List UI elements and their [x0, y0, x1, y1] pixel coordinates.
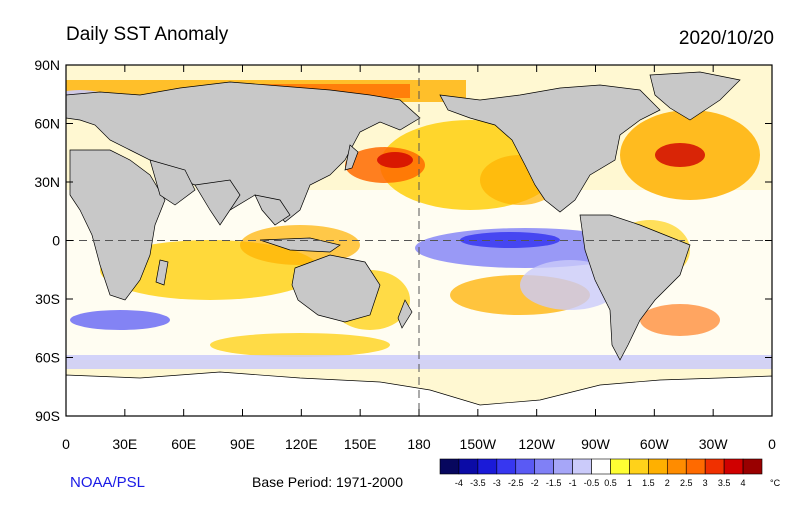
colorbar-swatch [439, 458, 460, 475]
base-period-label: Base Period: 1971-2000 [252, 474, 403, 490]
map-title: Daily SST Anomaly [66, 24, 229, 45]
colorbar-label: -0.5 [584, 478, 600, 488]
land-japan [344, 144, 359, 171]
lon-label: 0 [62, 436, 70, 452]
lon-label: 30E [112, 436, 137, 452]
land-africa [69, 149, 166, 301]
colorbar-swatch [515, 458, 536, 475]
colorbar-label: -1.5 [546, 478, 562, 488]
lat-label: 60N [34, 116, 60, 132]
colorbar-swatch [723, 458, 744, 475]
colorbar-swatch [534, 458, 554, 475]
land-arabia [149, 159, 196, 206]
longitude-axis: 0 30E 60E 90E 120E 150E 180 150W 120W 90W 60W 30W 0 [62, 65, 776, 452]
lon-label: 90W [581, 436, 611, 452]
lon-label: 150E [344, 436, 377, 452]
colorbar: -4 -3.5 -3 -2.5 -2 -1.5 -1 -0.5 0.5 1 1.5 2 2.5 3 3.5 4… [439, 458, 781, 488]
colorbar-swatch [610, 458, 630, 475]
colorbar-swatch [477, 458, 498, 475]
colorbar-swatch [666, 458, 687, 475]
lat-label: 0 [52, 233, 60, 249]
colorbar-label: -3.5 [470, 478, 486, 488]
lon-label: 30W [699, 436, 729, 452]
lon-label: 150W [460, 436, 497, 452]
land-new-zealand [397, 299, 413, 329]
colorbar-swatch [685, 458, 706, 475]
lon-label: 120W [518, 436, 555, 452]
land-eurasia [66, 81, 421, 223]
latitude-axis: 90N 60N 30N 0 30S 60S 90S [34, 57, 772, 424]
lat-label: 30N [34, 174, 60, 190]
land-north-america [439, 84, 661, 213]
lon-label: 60W [640, 436, 670, 452]
colorbar-label: 2.5 [680, 478, 693, 488]
colorbar-swatch [648, 458, 668, 475]
colorbar-label: 2 [665, 478, 670, 488]
colorbar-label: 1.5 [642, 478, 655, 488]
land-southeast-asia [254, 194, 291, 226]
colorbar-swatch [704, 458, 725, 475]
colorbar-label: -2 [531, 478, 539, 488]
colorbar-unit: °C [770, 478, 781, 488]
lon-label: 90E [230, 436, 255, 452]
colorbar-swatch [629, 458, 649, 475]
land-india [194, 179, 241, 226]
lon-label: 120E [285, 436, 318, 452]
cold-band-southern-ocean [66, 355, 772, 369]
colorbar-label: 3 [703, 478, 708, 488]
lat-label: 60S [35, 350, 60, 366]
lat-label: 90S [35, 408, 60, 424]
land-indonesia [259, 237, 341, 253]
colorbar-swatch [591, 458, 611, 475]
colorbar-label: -3 [493, 478, 501, 488]
colorbar-label: -1 [569, 478, 577, 488]
colorbar-label: 3.5 [718, 478, 731, 488]
colorbar-swatch [742, 458, 763, 475]
map-date: 2020/10/20 [678, 28, 774, 49]
land-australia [291, 254, 381, 323]
credit-label: NOAA/PSL [70, 474, 146, 491]
lon-label: 60E [171, 436, 196, 452]
colorbar-label: 1 [627, 478, 632, 488]
colorbar-swatch [496, 458, 517, 475]
colorbar-label: 0.5 [604, 478, 617, 488]
colorbar-label: 4 [741, 478, 746, 488]
lat-label: 30S [35, 291, 60, 307]
colorbar-label: -2.5 [508, 478, 524, 488]
land-south-america [579, 214, 691, 361]
colorbar-swatch [572, 458, 592, 475]
colorbar-swatch [553, 458, 573, 475]
lon-label: 180 [407, 436, 431, 452]
lat-label: 90N [34, 57, 60, 73]
land-greenland [649, 71, 741, 121]
lon-label: 0 [768, 436, 776, 452]
colorbar-swatch [458, 458, 479, 475]
land-madagascar [155, 259, 169, 286]
colorbar-label: -4 [455, 478, 463, 488]
